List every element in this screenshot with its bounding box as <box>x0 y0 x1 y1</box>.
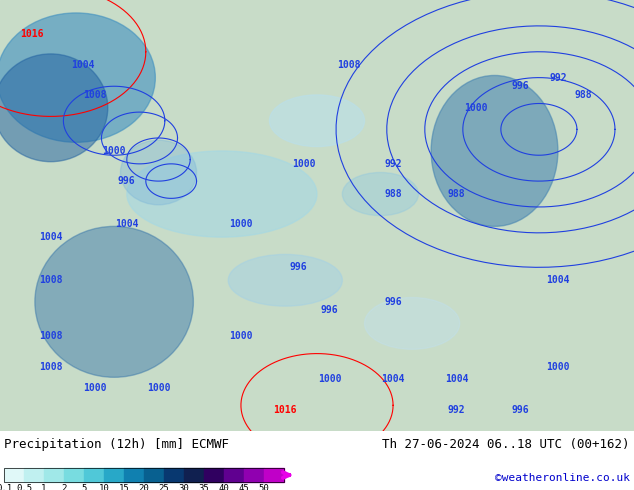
Bar <box>64 468 84 482</box>
Text: 35: 35 <box>198 484 209 490</box>
Text: 1000: 1000 <box>292 159 316 169</box>
Ellipse shape <box>342 172 418 216</box>
Bar <box>204 468 224 482</box>
Ellipse shape <box>127 151 317 237</box>
Text: 1004: 1004 <box>70 60 94 70</box>
Text: 1008: 1008 <box>337 60 361 70</box>
Text: Th 27-06-2024 06..18 UTC (00+162): Th 27-06-2024 06..18 UTC (00+162) <box>382 438 630 451</box>
Text: 1008: 1008 <box>39 362 63 371</box>
Text: 992: 992 <box>448 405 465 415</box>
Text: 1000: 1000 <box>463 103 488 113</box>
Bar <box>44 468 64 482</box>
Text: 1004: 1004 <box>115 219 139 229</box>
Bar <box>244 468 264 482</box>
Text: 40: 40 <box>219 484 230 490</box>
Text: 1000: 1000 <box>229 331 253 342</box>
Text: 996: 996 <box>289 262 307 272</box>
Text: Precipitation (12h) [mm] ECMWF: Precipitation (12h) [mm] ECMWF <box>4 438 229 451</box>
Ellipse shape <box>365 297 460 349</box>
Bar <box>84 468 104 482</box>
Text: 1000: 1000 <box>102 146 126 156</box>
Text: 1004: 1004 <box>381 374 405 385</box>
Bar <box>164 468 184 482</box>
Text: 2: 2 <box>61 484 67 490</box>
Text: 1: 1 <box>41 484 47 490</box>
Bar <box>4 468 284 482</box>
Ellipse shape <box>269 95 365 147</box>
Bar <box>124 468 144 482</box>
Text: 30: 30 <box>179 484 190 490</box>
Text: 1008: 1008 <box>83 90 107 100</box>
Text: 25: 25 <box>158 484 169 490</box>
Text: 1016: 1016 <box>273 405 297 415</box>
Text: 1000: 1000 <box>83 383 107 393</box>
Text: 1008: 1008 <box>39 275 63 285</box>
Text: 996: 996 <box>384 297 402 307</box>
Text: 1004: 1004 <box>444 374 469 385</box>
Text: ©weatheronline.co.uk: ©weatheronline.co.uk <box>495 473 630 483</box>
Ellipse shape <box>0 54 108 162</box>
Text: 992: 992 <box>549 73 567 83</box>
Text: 1004: 1004 <box>39 232 63 242</box>
Text: 992: 992 <box>384 159 402 169</box>
Text: 0.5: 0.5 <box>16 484 32 490</box>
Ellipse shape <box>35 226 193 377</box>
Text: 988: 988 <box>448 189 465 199</box>
Text: 45: 45 <box>238 484 249 490</box>
Ellipse shape <box>431 75 558 226</box>
Text: 996: 996 <box>118 176 136 186</box>
Text: 988: 988 <box>574 90 592 100</box>
Bar <box>104 468 124 482</box>
Text: 996: 996 <box>511 405 529 415</box>
Bar <box>144 468 164 482</box>
Text: 996: 996 <box>321 305 339 316</box>
Text: 996: 996 <box>511 81 529 91</box>
Text: 1000: 1000 <box>546 362 570 371</box>
Text: 1004: 1004 <box>546 275 570 285</box>
Ellipse shape <box>228 254 342 306</box>
Bar <box>24 468 44 482</box>
Bar <box>224 468 244 482</box>
Bar <box>4 468 24 482</box>
Text: 1016: 1016 <box>20 29 44 40</box>
Text: 20: 20 <box>139 484 150 490</box>
Text: 0.1: 0.1 <box>0 484 12 490</box>
Bar <box>264 468 284 482</box>
Text: 15: 15 <box>119 484 129 490</box>
Text: 5: 5 <box>81 484 87 490</box>
Text: 1000: 1000 <box>318 374 342 385</box>
Bar <box>184 468 204 482</box>
Text: 1000: 1000 <box>229 219 253 229</box>
Ellipse shape <box>120 140 197 205</box>
Ellipse shape <box>0 13 155 142</box>
Text: 1000: 1000 <box>146 383 171 393</box>
Text: 50: 50 <box>259 484 269 490</box>
Text: 10: 10 <box>99 484 110 490</box>
Text: 988: 988 <box>384 189 402 199</box>
Text: 1008: 1008 <box>39 331 63 342</box>
